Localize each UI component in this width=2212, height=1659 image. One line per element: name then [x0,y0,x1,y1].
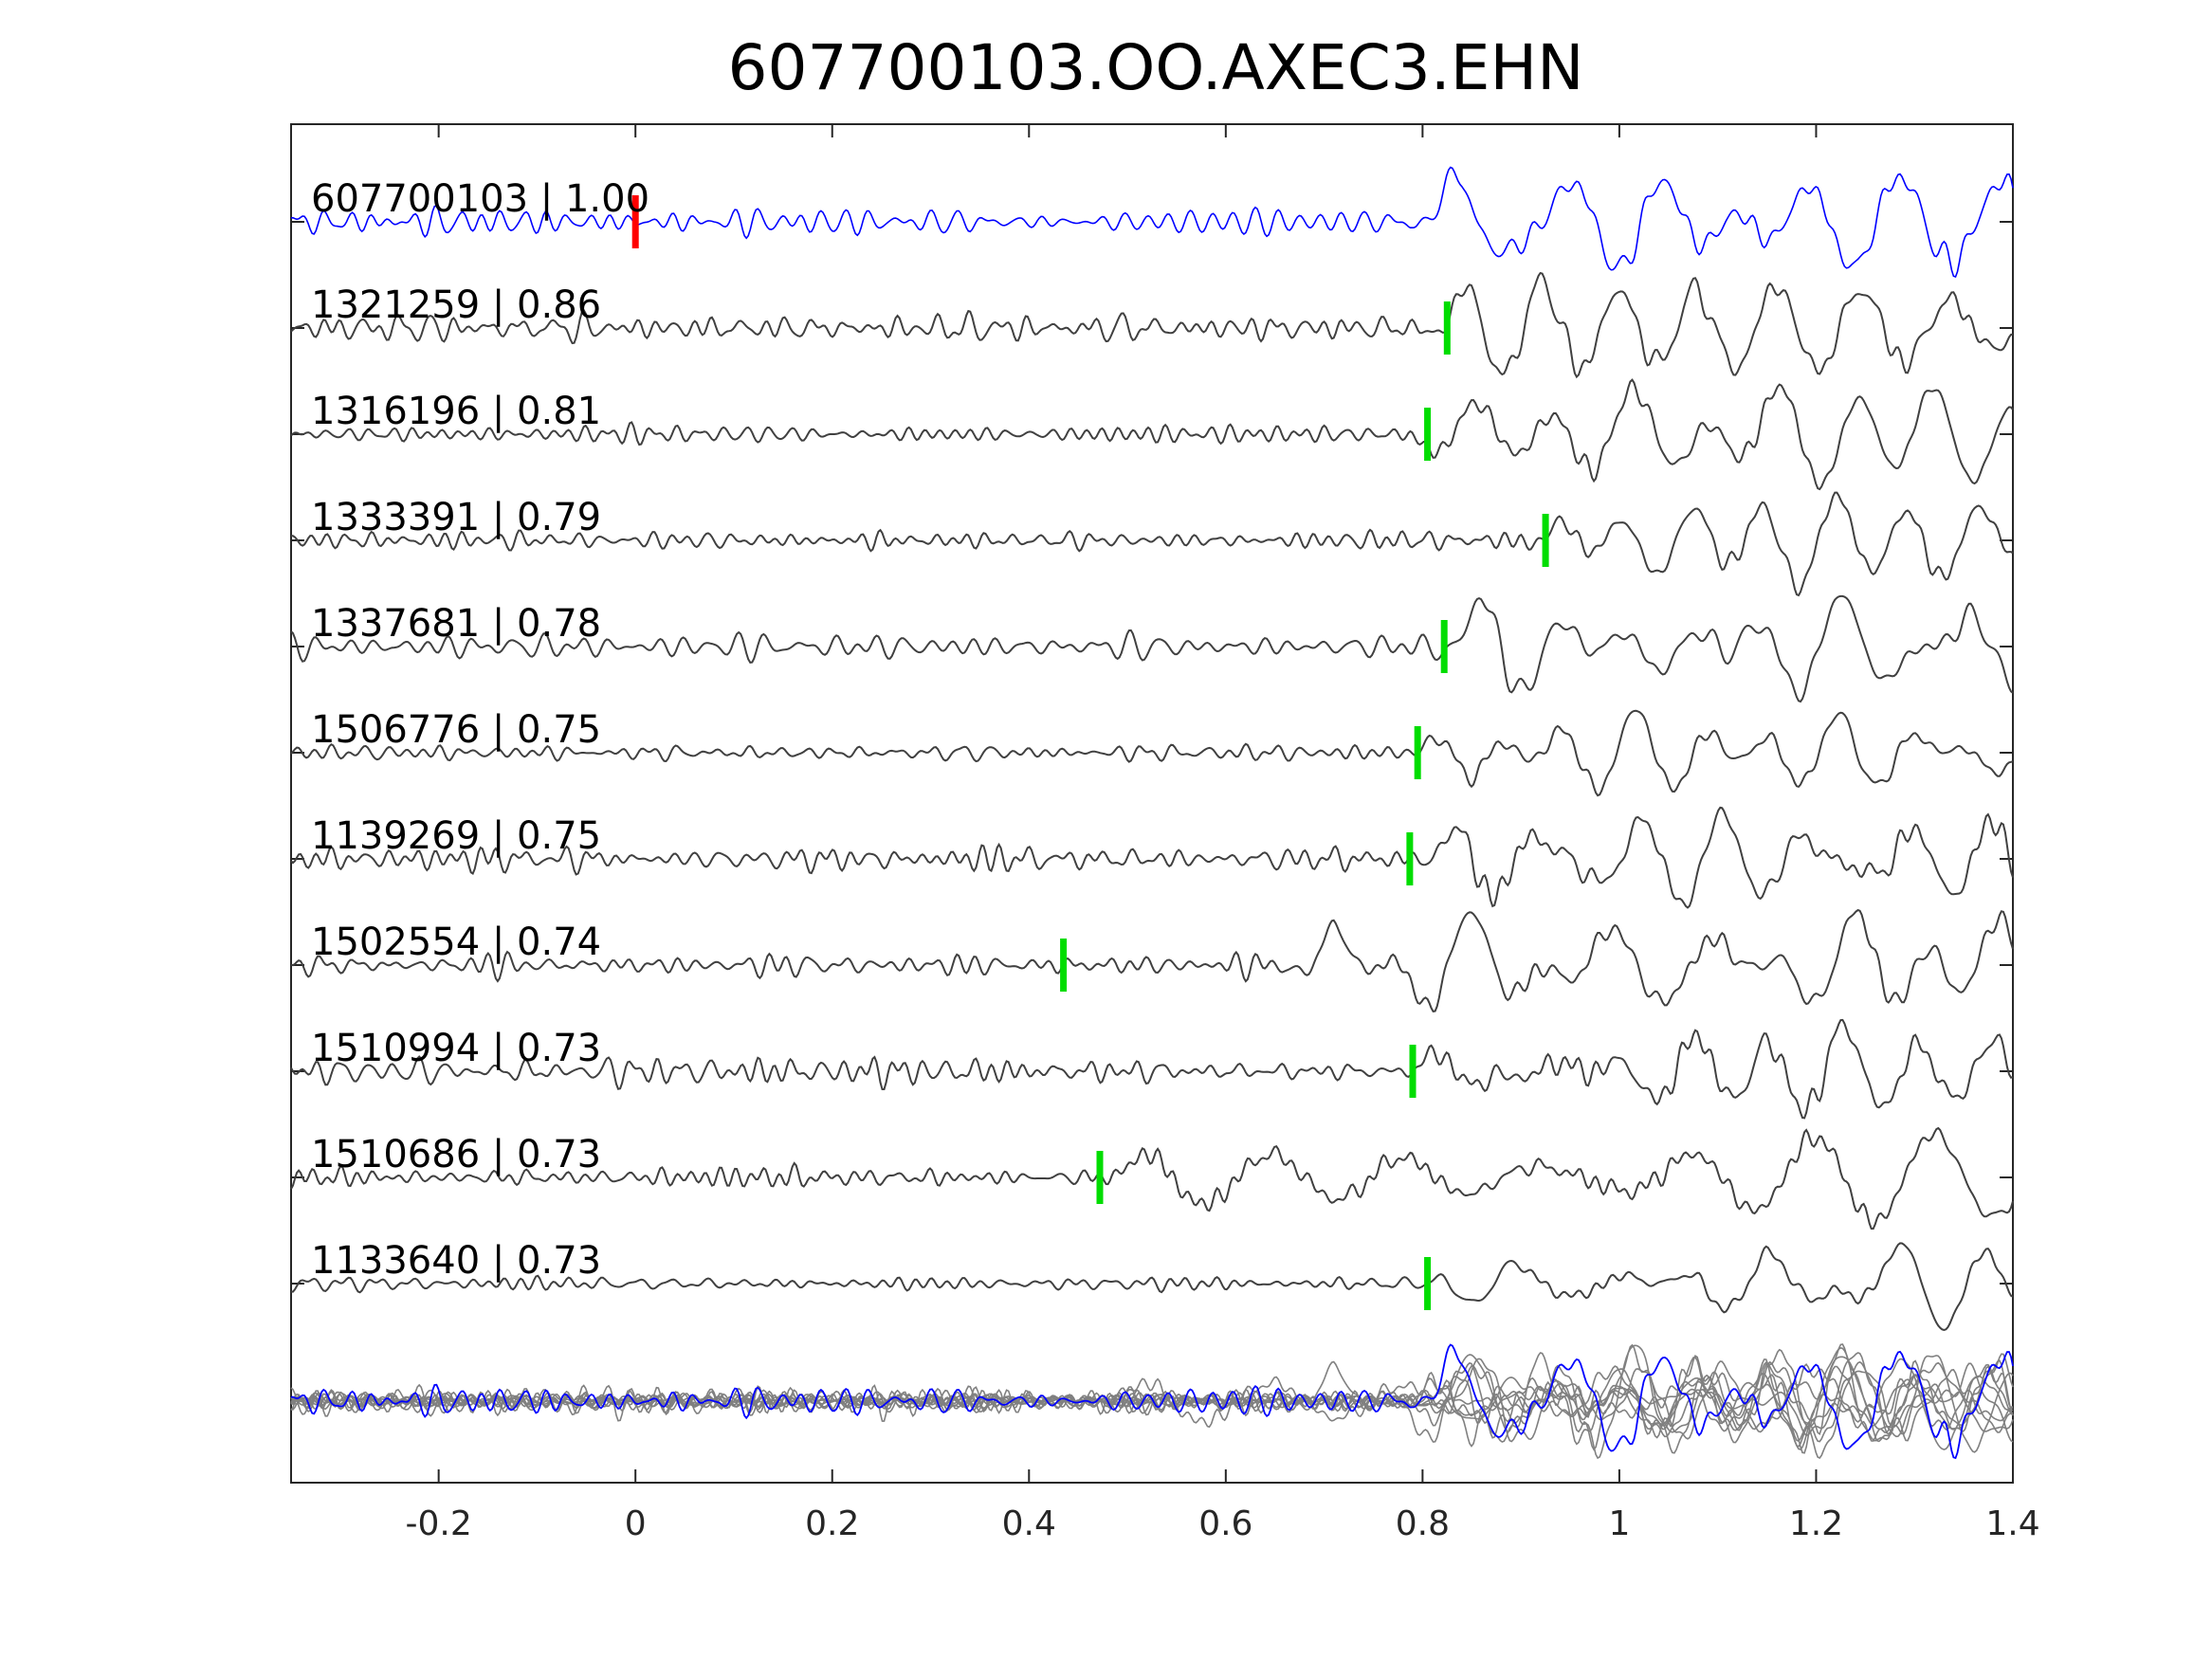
trace-1139269 [290,806,2014,909]
trace-label-1506776: 1506776 | 0.75 [311,708,601,752]
trace-1321259 [290,271,2014,379]
trace-1337681 [290,594,2014,703]
xtick-label: 0.2 [805,1504,859,1543]
trace-1510686 [290,1126,2014,1231]
xtick-label: 1.2 [1789,1504,1843,1543]
axes-frame [290,123,2014,1484]
trace-label-1316196: 1316196 | 0.81 [311,390,601,433]
xtick-label: 1 [1608,1504,1630,1543]
trace-label-1510994: 1510994 | 0.73 [311,1027,601,1070]
stack-trace-1510994 [290,1343,2014,1454]
xtick-label: 0.6 [1198,1504,1252,1543]
trace-label-1337681: 1337681 | 0.78 [311,602,601,646]
picks-layer [631,195,1549,1310]
x-axis: -0.2 0 0.2 0.4 0.6 0.8 1 1.2 1.4 [406,124,2040,1543]
stack-overlay [290,1343,2014,1460]
trace-label-1133640: 1133640 | 0.73 [311,1239,601,1283]
stack-trace-1502554 [290,1352,2014,1443]
plot-box [290,123,2014,1484]
trace-1133640 [290,1242,2014,1332]
trace-607700103 [290,166,2014,279]
trace-label-1502554: 1502554 | 0.74 [311,921,601,964]
trace-1333391 [291,491,2014,597]
chart-title: 607700103.OO.AXEC3.EHN [728,31,1584,104]
xtick-label: 0.8 [1396,1504,1450,1543]
xtick-label: 0 [625,1504,647,1543]
traces-layer [290,166,2014,1332]
trace-label-1139269: 1139269 | 0.75 [311,814,601,858]
trace-1316196 [290,378,2014,491]
trace-1506776 [290,709,2014,797]
trace-label-1510686: 1510686 | 0.73 [311,1133,601,1176]
xtick-label: 1.4 [1985,1504,2039,1543]
stack-reference-trace [290,1343,2014,1460]
trace-labels: 607700103 | 1.00 1321259 | 0.86 1316196 | … [311,177,649,1283]
trace-1502554 [290,908,2014,1012]
trace-1510994 [290,1018,2014,1120]
xtick-label: -0.2 [406,1504,472,1543]
trace-label-1321259: 1321259 | 0.86 [311,283,601,327]
xtick-label: 0.4 [1002,1504,1056,1543]
trace-label-607700103: 607700103 | 1.00 [311,177,649,221]
y-tick-marks [291,221,2013,1285]
trace-label-1333391: 1333391 | 0.79 [311,496,601,539]
